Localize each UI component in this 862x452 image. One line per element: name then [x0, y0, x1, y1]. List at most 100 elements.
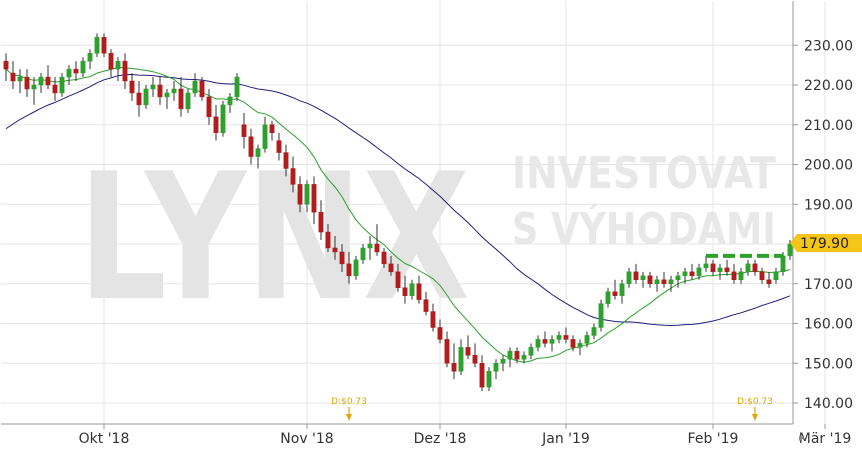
- candle-body: [605, 291, 611, 304]
- candle: [766, 271, 772, 288]
- last-price-marker: 179.90: [790, 234, 862, 252]
- dividend-arrow-head: [346, 414, 352, 421]
- candle: [479, 355, 485, 392]
- candle: [52, 77, 58, 101]
- x-tick-label: Okt '18: [79, 431, 130, 447]
- y-tick-label: 220.00: [804, 78, 853, 94]
- candle: [724, 259, 730, 276]
- candle: [171, 81, 177, 101]
- candle: [668, 275, 674, 292]
- candle: [164, 88, 170, 109]
- candle: [59, 73, 65, 97]
- candle: [136, 81, 142, 117]
- candle: [640, 271, 646, 288]
- candle-body: [472, 355, 478, 364]
- candle-body: [738, 271, 744, 281]
- candle: [444, 331, 450, 368]
- candle: [528, 343, 534, 360]
- candle: [416, 275, 422, 304]
- candle: [3, 53, 9, 82]
- candle: [598, 299, 604, 332]
- candle-body: [283, 152, 289, 169]
- candle-body: [206, 96, 212, 118]
- candle: [787, 240, 793, 260]
- candle: [710, 259, 716, 276]
- candle: [122, 53, 128, 89]
- dividend-markers: D:$0.73 D:$0.73: [331, 397, 773, 421]
- candle: [486, 367, 492, 392]
- y-tick-label: 160.00: [804, 317, 853, 333]
- candle-body: [227, 96, 233, 106]
- candle-body: [31, 84, 37, 90]
- candle-body: [318, 211, 324, 233]
- candle: [269, 120, 275, 141]
- candle-body: [633, 271, 639, 281]
- candle: [507, 347, 513, 368]
- candle: [332, 236, 338, 260]
- candle: [367, 236, 373, 260]
- candle-body: [689, 271, 695, 277]
- candle-body: [745, 263, 751, 273]
- candle-body: [451, 363, 457, 372]
- candle: [570, 335, 576, 352]
- moving-average-short: [5, 66, 791, 363]
- candle-body: [73, 68, 79, 74]
- candle: [129, 73, 135, 101]
- candle-body: [668, 279, 674, 284]
- candle: [626, 267, 632, 288]
- candle: [241, 112, 247, 149]
- candle: [752, 259, 758, 276]
- candle-body: [136, 92, 142, 106]
- candle: [304, 180, 310, 213]
- candle-body: [17, 76, 23, 82]
- candle: [220, 100, 226, 137]
- candle-body: [276, 140, 282, 153]
- candle-body: [80, 60, 86, 74]
- candle-body: [388, 263, 394, 273]
- candle-body: [199, 80, 205, 98]
- candle-body: [381, 251, 387, 265]
- candle: [388, 255, 394, 276]
- candle-body: [409, 283, 415, 296]
- last-price-label: 179.90: [800, 236, 849, 252]
- candle-body: [479, 363, 485, 388]
- candle: [584, 331, 590, 348]
- candle-body: [290, 168, 296, 185]
- candle: [283, 144, 289, 177]
- candle-body: [696, 267, 702, 277]
- candle: [206, 88, 212, 125]
- candle: [458, 339, 464, 376]
- candle: [94, 33, 100, 58]
- candle: [703, 255, 709, 272]
- scroll-right-icon[interactable]: ▸: [799, 431, 805, 444]
- x-tick-label: Feb '19: [688, 431, 739, 447]
- candle: [633, 263, 639, 284]
- candle: [493, 359, 499, 380]
- candle-body: [52, 84, 58, 94]
- candle: [374, 224, 380, 256]
- candle-body: [129, 80, 135, 94]
- candle-body: [185, 92, 191, 110]
- candle-body: [374, 243, 380, 253]
- candle-body: [332, 247, 338, 253]
- last-price-badge: [790, 234, 862, 252]
- candle-body: [395, 271, 401, 288]
- x-tick-label: Dez '18: [414, 431, 467, 447]
- candle-body: [59, 76, 65, 94]
- candle: [10, 61, 16, 89]
- candle-body: [759, 271, 765, 281]
- candle-body: [535, 339, 541, 348]
- candle: [465, 335, 471, 360]
- candle: [738, 267, 744, 284]
- y-tick-label: 210.00: [804, 118, 853, 134]
- candle: [535, 335, 541, 352]
- candle: [297, 176, 303, 213]
- candle: [612, 279, 618, 300]
- y-tick-label: 190.00: [804, 197, 853, 213]
- candle: [556, 331, 562, 344]
- plot-area: [1, 1, 793, 424]
- candle: [549, 335, 555, 352]
- candle-body: [24, 76, 30, 90]
- candle: [73, 61, 79, 82]
- candle: [682, 267, 688, 284]
